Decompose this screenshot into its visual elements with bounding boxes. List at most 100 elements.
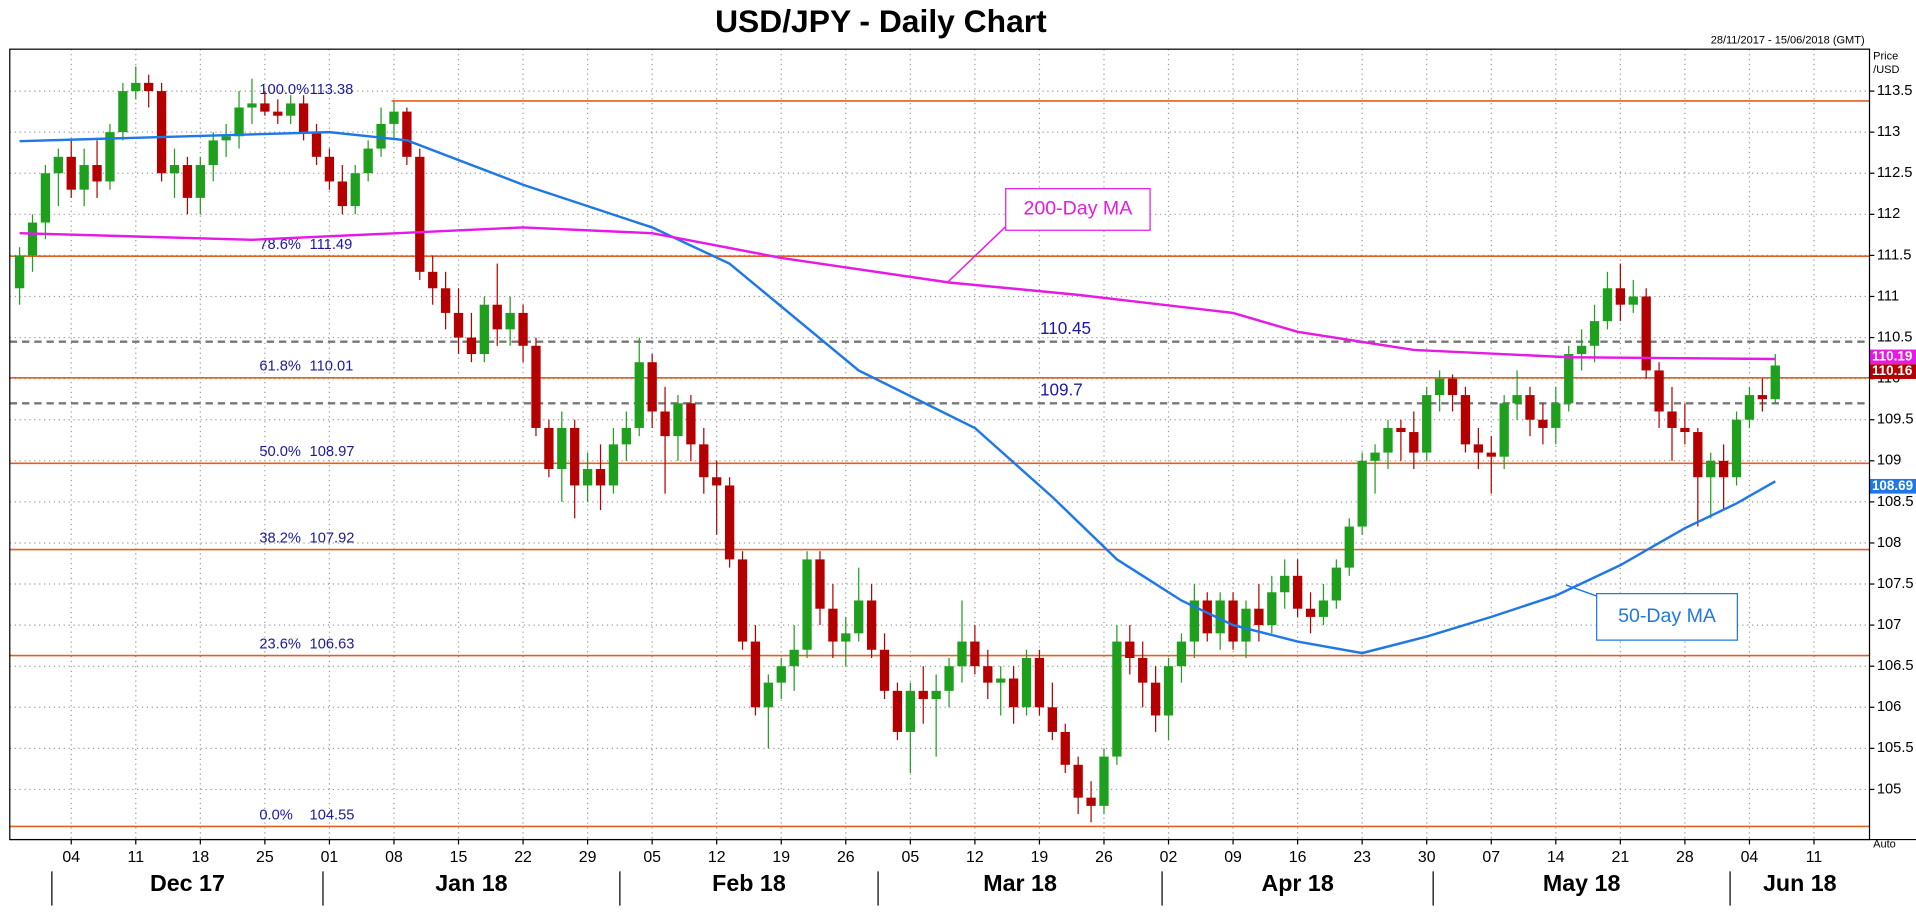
- x-tick-label: 05: [643, 849, 661, 866]
- candle-body: [79, 165, 89, 190]
- x-tick-label: 28: [1676, 849, 1694, 866]
- candle-body: [1434, 378, 1445, 396]
- candle-body: [1021, 657, 1032, 708]
- x-tick-label: 11: [1806, 849, 1823, 866]
- candle-body: [1176, 641, 1187, 667]
- x-tick-label: 30: [1418, 849, 1436, 866]
- date-range: 28/11/2017 - 15/06/2018 (GMT): [1711, 35, 1865, 47]
- candle-body: [92, 165, 102, 182]
- candle-body: [1202, 600, 1212, 634]
- candle-body: [1086, 797, 1096, 806]
- legend-label: 200-Day MA: [1024, 198, 1134, 220]
- price-tag: [1869, 364, 1916, 379]
- y-tick-label: 108.5: [1877, 494, 1914, 510]
- month-label: Feb 18: [712, 870, 786, 896]
- candle-body: [970, 641, 980, 667]
- y-tick-label: 110.5: [1877, 329, 1913, 345]
- fib-value: 107.92: [310, 530, 355, 546]
- candle-body: [1228, 600, 1238, 642]
- candle-body: [337, 181, 347, 207]
- fib-percent: 38.2%: [259, 530, 301, 546]
- candle-body: [415, 156, 425, 272]
- candle-body: [428, 271, 438, 289]
- candle-body: [1422, 395, 1432, 453]
- x-tick-label: 02: [1160, 849, 1178, 866]
- candle-body: [1551, 403, 1561, 428]
- candle-body: [118, 91, 128, 133]
- candle-body: [234, 107, 244, 137]
- candle-body: [1731, 419, 1742, 478]
- fib-percent: 100.0%: [259, 82, 309, 98]
- candle-body: [892, 690, 903, 732]
- month-label: Jun 18: [1763, 870, 1837, 896]
- candle-body: [1564, 353, 1574, 404]
- candle-body: [453, 312, 464, 338]
- candle-body: [957, 641, 967, 667]
- y-tick-label: 107.5: [1877, 576, 1914, 592]
- candle-body: [1163, 666, 1174, 716]
- candle-body: [1680, 427, 1690, 433]
- y-tick-label: 106.5: [1877, 658, 1914, 674]
- chart-title: USD/JPY - Daily Chart: [715, 3, 1047, 39]
- scale-mode: Auto: [1873, 838, 1896, 850]
- candle-body: [1112, 641, 1122, 757]
- candle-body: [144, 82, 154, 92]
- level-label: 109.7: [1040, 381, 1083, 400]
- annotation-box: [1596, 593, 1738, 641]
- fib-value: 104.55: [310, 807, 355, 823]
- candle-body: [905, 690, 915, 732]
- candle-body: [854, 600, 864, 634]
- y-axis-label-line: Price: [1873, 50, 1898, 62]
- candle-body: [866, 600, 877, 650]
- y-tick-label: 109: [1877, 453, 1901, 469]
- x-tick-label: 21: [1612, 849, 1630, 866]
- candle-body: [944, 666, 954, 691]
- candle-body: [1654, 370, 1664, 412]
- candle-body: [105, 132, 115, 182]
- candle-body: [1073, 764, 1083, 798]
- candle-body: [389, 111, 399, 124]
- x-tick-label: 23: [1353, 849, 1371, 866]
- candle-body: [1292, 575, 1303, 609]
- y-axis-label-line: /USD: [1873, 64, 1899, 76]
- candle-body: [1357, 460, 1367, 527]
- candle-body: [1034, 657, 1045, 708]
- y-tick-label: 111.5: [1877, 247, 1912, 263]
- candle-body: [724, 485, 735, 560]
- candle-body: [505, 312, 515, 330]
- y-tick-label: 111: [1877, 288, 1899, 304]
- candle-body: [621, 427, 631, 445]
- candle-body: [1589, 321, 1600, 346]
- candle-body: [156, 91, 167, 174]
- x-tick-label: 04: [62, 849, 80, 866]
- candle-body: [1280, 575, 1290, 593]
- candle-body: [1008, 678, 1019, 708]
- x-tick-label: 26: [837, 849, 855, 866]
- candle-body: [1254, 608, 1264, 626]
- candle-body: [1305, 608, 1316, 617]
- candle-body: [1538, 419, 1548, 428]
- candle-body: [1744, 395, 1755, 420]
- month-label: May 18: [1543, 870, 1621, 896]
- x-tick-label: 18: [191, 849, 209, 866]
- fib-value: 111.49: [310, 237, 353, 253]
- fib-value: 113.38: [310, 82, 354, 98]
- candle-body: [1396, 427, 1406, 433]
- month-label: Mar 18: [983, 870, 1057, 896]
- x-tick-label: 26: [1095, 849, 1113, 866]
- candle-body: [66, 156, 76, 190]
- annotation-arrow: [947, 226, 1007, 283]
- candle-body: [686, 403, 696, 445]
- candle-body: [1628, 296, 1638, 305]
- candle-body: [1215, 600, 1225, 634]
- annotation-box: [1005, 188, 1151, 231]
- candle-body: [466, 337, 477, 354]
- candle-body: [53, 156, 63, 174]
- y-tick-label: 109.5: [1877, 412, 1914, 428]
- candle-body: [1370, 452, 1380, 461]
- x-tick-label: 22: [514, 849, 532, 866]
- candle-body: [789, 649, 799, 667]
- x-tick-label: 19: [1031, 849, 1049, 866]
- candle-body: [27, 222, 38, 256]
